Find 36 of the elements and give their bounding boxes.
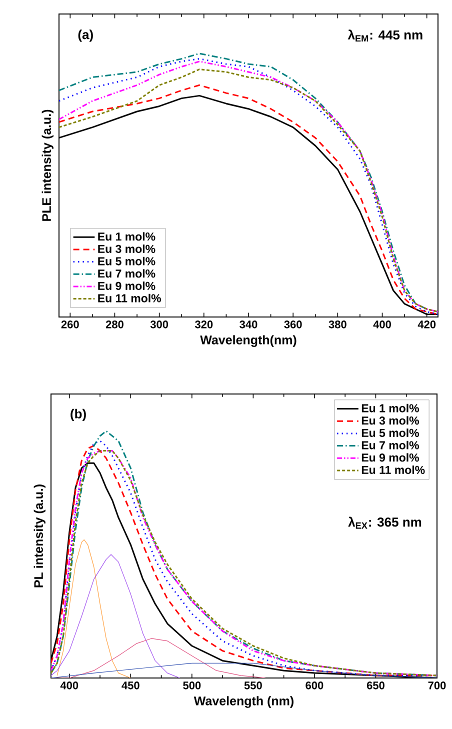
text: (a): [78, 30, 93, 42]
x-tick-label: 450: [122, 682, 140, 690]
legend-label: Eu 11 mol%: [362, 466, 425, 474]
x-tick-label: 400: [60, 682, 78, 690]
x-tick-label: 320: [194, 320, 213, 328]
x-axis-title: Wavelength(nm): [200, 335, 296, 347]
text: (b): [70, 408, 86, 422]
x-tick-label: 340: [240, 320, 258, 328]
legend-label: Eu 9 mol%: [362, 453, 419, 462]
x-tick-label: 650: [366, 682, 384, 690]
x-tick-label: 260: [61, 320, 79, 328]
x-tick-label: 300: [150, 320, 168, 328]
x-tick-label: 550: [244, 682, 262, 690]
x-tick-label: 280: [106, 320, 124, 328]
x-tick-label: 400: [373, 320, 391, 328]
legend-label: Eu 11 mol%: [98, 294, 161, 302]
legend-label: Eu 5 mol%: [98, 256, 156, 266]
x-tick-label: 360: [284, 320, 302, 328]
legend-label: Eu 1 mol%: [98, 232, 156, 241]
y-axis-title: PL intensity (a.u.): [34, 484, 46, 588]
text: λ$_{EM}$: 445 nm: [348, 30, 422, 42]
x-tick-label: 420: [418, 320, 436, 328]
legend-label: Eu 7 mol%: [98, 269, 156, 278]
legend-label: Eu 3 mol%: [98, 244, 156, 254]
legend-label: Eu 3 mol%: [362, 416, 419, 425]
x-tick-label: 380: [328, 320, 346, 328]
x-tick-label: 500: [183, 682, 201, 690]
annotation: λ$_{EX}$: 365 nm: [348, 516, 422, 529]
x-axis-title: Wavelength (nm): [194, 696, 294, 708]
legend-label: Eu 5 mol%: [362, 428, 419, 437]
x-tick-label: 700: [428, 682, 446, 690]
legend-label: Eu 7 mol%: [362, 440, 419, 450]
legend-label: Eu 9 mol%: [98, 282, 156, 290]
legend-label: Eu 1 mol%: [362, 404, 419, 412]
x-tick-label: 600: [306, 682, 324, 690]
y-axis-title: PLE intensity (a.u.): [42, 110, 54, 221]
